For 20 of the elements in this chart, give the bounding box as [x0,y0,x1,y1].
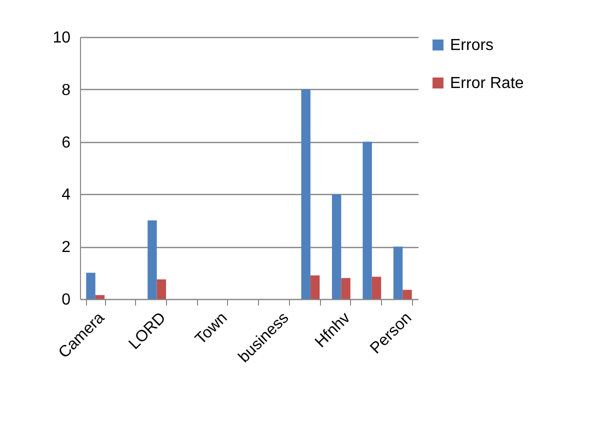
bar [156,279,166,299]
legend-label: Errors [450,37,494,54]
bar [95,295,105,299]
bar [148,220,157,299]
y-tick-label: 0 [62,292,71,308]
bar [402,290,412,299]
bar [372,276,382,299]
bar [310,275,320,299]
y-tick-label: 4 [62,186,71,204]
y-tick-label: 6 [62,134,71,152]
bar [393,246,403,299]
bar [301,89,310,299]
bar [86,272,96,299]
y-tick-label: 8 [62,82,71,99]
y-tick-label: 10 [52,30,71,46]
bar [362,142,372,299]
y-tick-label: 2 [62,239,71,256]
bar [341,278,350,299]
legend-label: Error Rate [450,75,524,92]
bar [332,194,342,299]
